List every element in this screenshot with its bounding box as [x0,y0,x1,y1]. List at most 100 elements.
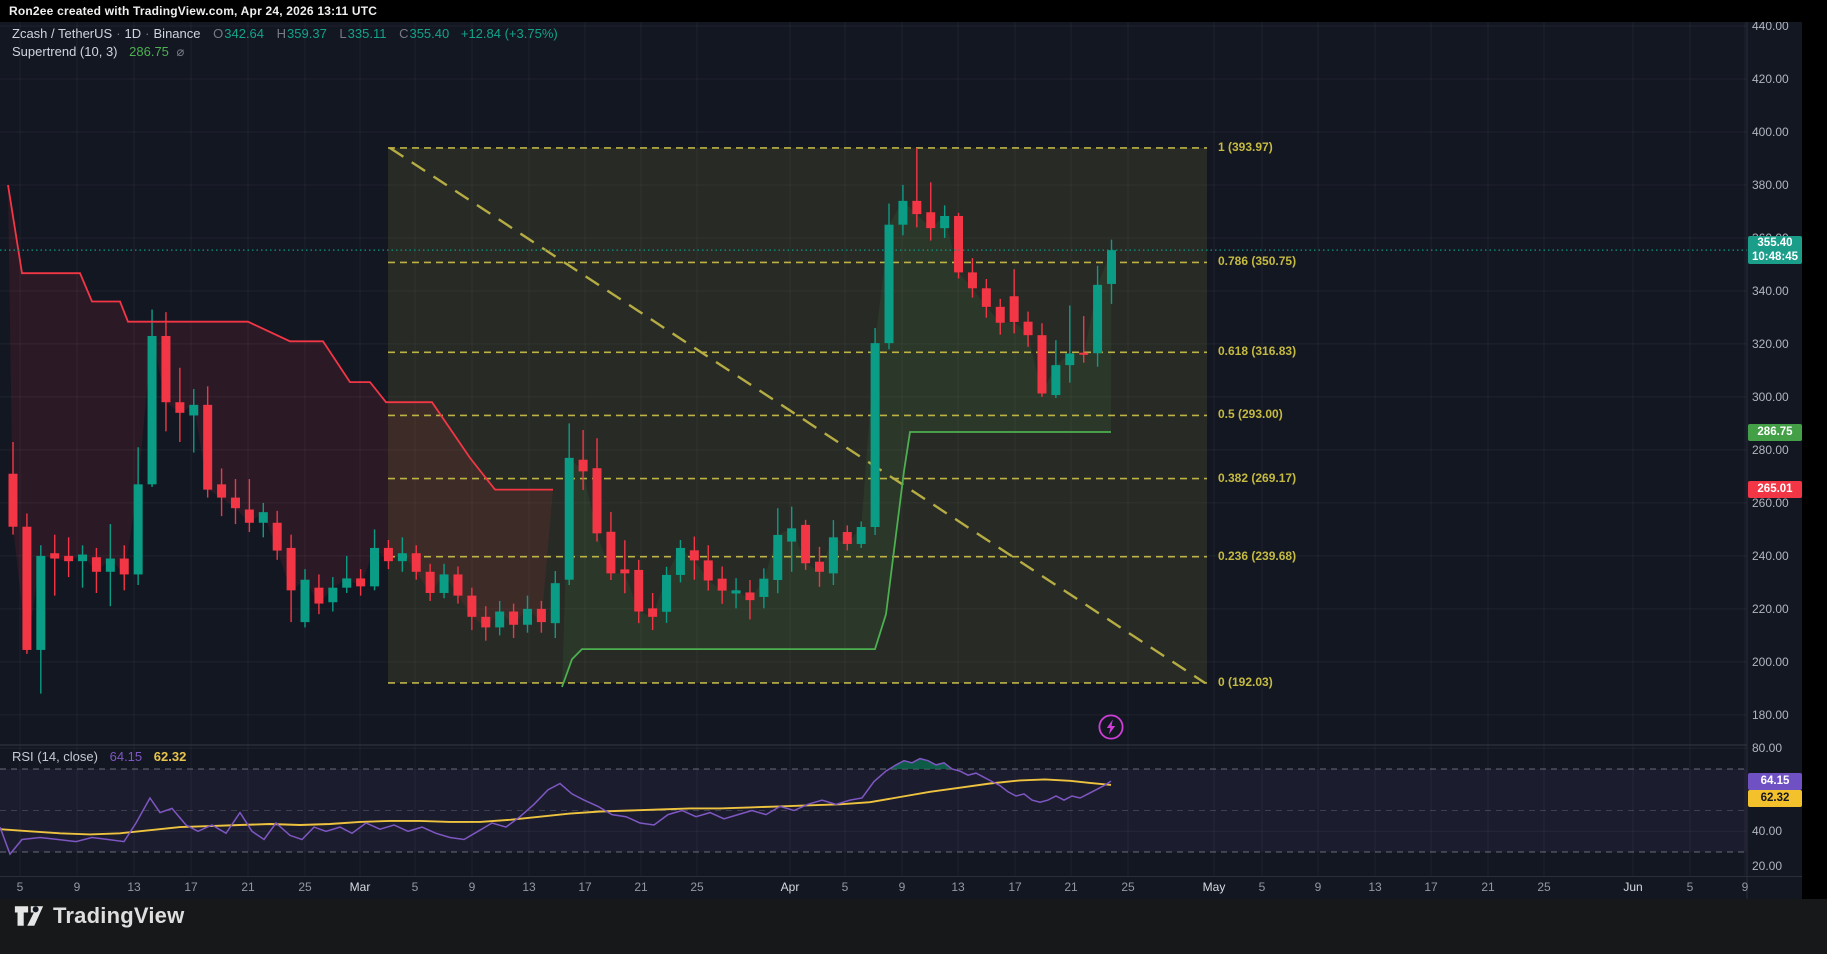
time-tick-month: May [1202,880,1226,894]
candle-body [467,595,477,617]
candle-body [189,404,199,416]
candle-body [425,571,435,593]
chart-background [0,22,1802,899]
legend-block: Zcash / TetherUS · 1D · Binance O342.64 H359… [12,25,558,61]
time-tick-label: 9 [468,880,476,894]
supertrend-down-line [7,184,553,491]
rsi-tick-label: 80.00 [1752,741,1783,756]
candle-body [411,553,421,572]
symbol-legend[interactable]: Zcash / TetherUS · 1D · Binance O342.64 H359… [12,26,558,41]
indicator-more-icon[interactable]: ⌀ [176,44,185,59]
price-tick-label: 380.00 [1752,177,1789,192]
candle-body [689,550,699,561]
candle-body [648,608,658,617]
candle-body [1079,352,1089,355]
candle-body [8,473,18,527]
candle-body [578,459,588,472]
candle-body [995,306,1005,323]
supertrend-value: 286.75 [129,44,169,59]
tradingview-logo-text: TradingView [53,903,185,928]
candle-body [634,569,644,612]
candle-body [175,402,185,413]
time-tick-label: 13 [1368,880,1382,894]
time-tick-label: 21 [1064,880,1078,894]
candle-body [244,509,254,523]
high-label: H [276,26,287,41]
price-tick-label: 280.00 [1752,442,1789,457]
candle-body [814,561,824,572]
time-tick-label: 13 [951,880,965,894]
time-tick-label: 13 [522,880,536,894]
candle-body [105,558,115,572]
time-tick-label: 17 [578,880,592,894]
fib-level-label: 1 (393.97) [1218,139,1273,154]
time-tick-label: 25 [1537,880,1551,894]
tradingview-logo-mark [14,906,44,926]
exchange-label: Binance [153,26,201,41]
fib-trend-diagonal[interactable] [389,146,1206,684]
time-tick-label: 17 [1008,880,1022,894]
time-tick-label: 9 [898,880,906,894]
candle-body [78,554,88,562]
candle-body [912,200,922,215]
rsi-title: RSI (14, close) [12,749,98,764]
tradingview-logo[interactable]: TradingView [14,903,184,929]
supertrend-down-value-badge: 265.01 [1748,481,1802,499]
indicator-legend-supertrend[interactable]: Supertrend (10, 3) 286.75 ⌀ [12,43,558,61]
time-scale[interactable]: 5 9 13 17 21 25 Mar 5 9 13 17 21 25 Apr 5 9 13 17 21 25 May 5… [0,877,1802,899]
time-tick-label: 21 [634,880,648,894]
interval-label: 1D [124,26,142,41]
time-tick-month: Apr [780,880,800,894]
close-label: C [399,26,409,41]
open-label: O [213,26,224,41]
price-tick-label: 440.00 [1752,22,1789,33]
supertrend-value-badge: 286.75 [1748,423,1802,441]
candle-body [731,590,741,594]
time-tick-label: 25 [298,880,312,894]
rsi-ma-value: 62.32 [153,749,187,764]
time-tick-label: 5 [1686,880,1694,894]
fib-level-label: 0.5 (293.00) [1218,407,1283,422]
candle-body [592,468,602,534]
price-tick-label: 320.00 [1752,336,1789,351]
candle-body [342,578,352,588]
indicator-legend-rsi[interactable]: RSI (14, close) 64.15 62.32 [12,749,186,764]
time-tick-label: 25 [1121,880,1135,894]
candle-body [550,583,560,624]
candle-body [481,616,491,628]
candle-body [1065,353,1075,366]
time-tick-label: 13 [127,880,141,894]
candle-body [383,547,393,562]
candle-body [356,578,366,587]
lightning-icon[interactable] [1093,709,1129,745]
candle-body [397,553,407,562]
time-tick-label: 21 [1481,880,1495,894]
candle-body [64,555,74,562]
candle-body [717,578,727,591]
candle-body [759,578,769,597]
rsi-value: 64.15 [109,749,143,764]
candle-body [856,527,866,544]
candle-body [522,608,532,625]
logo-bar-background [0,899,1827,954]
candle-body [453,574,463,596]
candle-body [439,574,449,593]
rsi-value-badge: 64.15 [1748,772,1802,790]
candle-body [370,547,380,587]
candle-body [217,484,227,498]
candle-body [1093,284,1103,354]
open-value: 342.64 [224,26,265,41]
candle-body [1023,321,1033,336]
price-scale[interactable]: 440.00420.00400.00380.00360.00340.00320.… [1748,22,1802,899]
candle-body [981,288,991,307]
candle-body [662,574,672,612]
time-tick-label: 21 [241,880,255,894]
price-tick-label: 200.00 [1752,654,1789,669]
fib-level-label: 0.618 (316.83) [1218,344,1297,359]
candle-body [91,557,101,572]
candle-body [272,522,282,551]
candle-body [940,215,950,229]
close-value: 355.40 [409,26,450,41]
